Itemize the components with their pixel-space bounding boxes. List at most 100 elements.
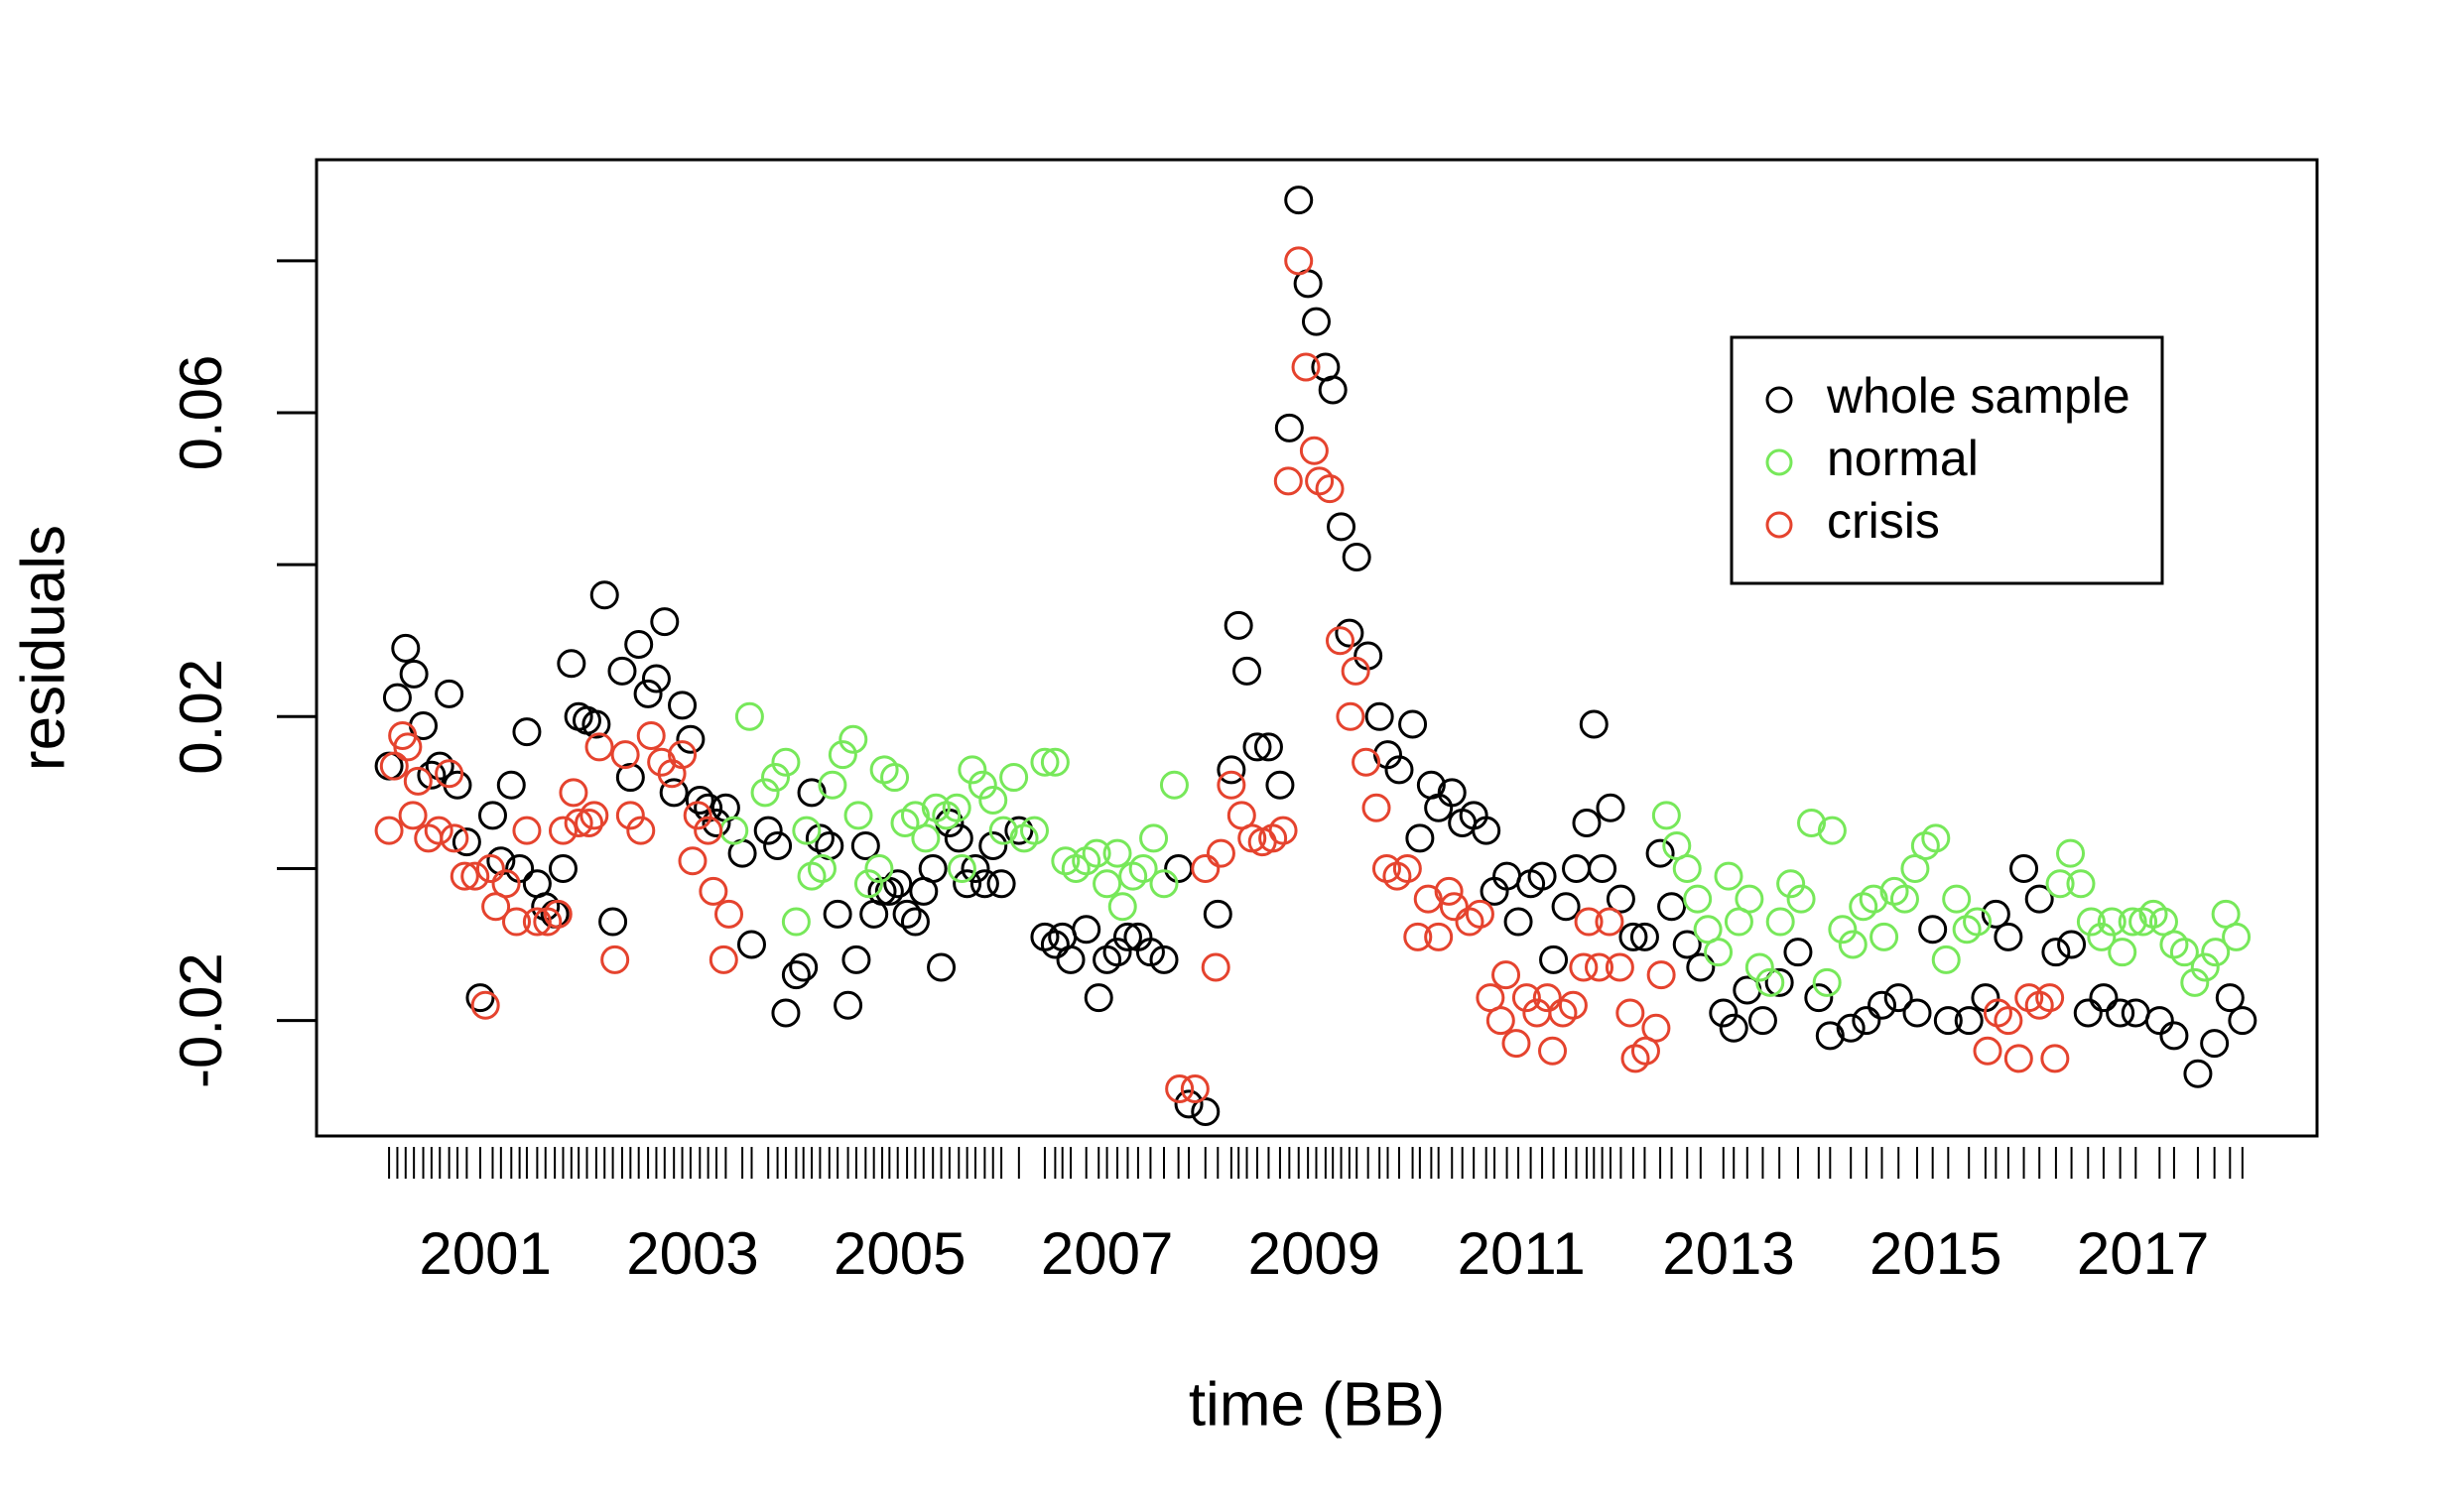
- point: [564, 809, 593, 838]
- point: [1149, 945, 1179, 974]
- point: [382, 683, 412, 712]
- point: [575, 809, 604, 838]
- point: [1424, 793, 1454, 822]
- point: [2228, 1006, 2257, 1036]
- point: [1253, 732, 1283, 762]
- point: [1501, 1029, 1531, 1059]
- point: [1413, 884, 1443, 914]
- point: [988, 816, 1018, 845]
- point: [2200, 1029, 2230, 1059]
- point: [1618, 922, 1648, 951]
- point: [947, 853, 976, 883]
- point: [1439, 892, 1469, 922]
- point: [1335, 618, 1364, 648]
- legend-marker: [1765, 448, 1793, 476]
- point: [1159, 770, 1189, 800]
- point: [1828, 915, 1858, 945]
- point: [958, 755, 987, 785]
- point: [1579, 709, 1609, 739]
- point: [2222, 922, 2252, 951]
- legend-label: crisis: [1827, 493, 1940, 549]
- point: [626, 816, 656, 845]
- x-tick-label: 2003: [626, 1220, 758, 1287]
- point: [1869, 922, 1899, 951]
- point: [1135, 938, 1165, 967]
- point: [853, 869, 883, 899]
- point: [1180, 1074, 1210, 1104]
- point: [1817, 816, 1847, 845]
- point: [1149, 869, 1179, 899]
- point: [2056, 838, 2086, 868]
- point: [2066, 869, 2096, 899]
- point: [961, 853, 990, 883]
- point: [501, 907, 531, 937]
- point: [1191, 853, 1221, 883]
- point: [391, 633, 421, 663]
- point: [1812, 967, 1842, 997]
- point: [1786, 884, 1816, 914]
- point: [1931, 945, 1961, 974]
- legend-marker: [1765, 386, 1793, 414]
- x-tick-label: 2001: [419, 1220, 551, 1287]
- point: [1203, 899, 1232, 929]
- point: [440, 823, 469, 853]
- point: [685, 786, 714, 816]
- point: [807, 853, 837, 883]
- point: [1595, 907, 1624, 937]
- point: [1364, 701, 1394, 731]
- point: [668, 691, 698, 720]
- point: [1341, 656, 1370, 686]
- point: [512, 816, 542, 845]
- point: [683, 801, 712, 830]
- point: [1472, 816, 1501, 845]
- point: [1403, 922, 1433, 951]
- point: [1615, 998, 1645, 1028]
- point: [581, 709, 611, 739]
- point: [1562, 853, 1592, 883]
- point: [1744, 952, 1774, 982]
- point: [1859, 884, 1888, 914]
- point: [460, 861, 490, 891]
- point: [867, 876, 897, 906]
- point: [1040, 930, 1070, 959]
- point: [709, 945, 738, 974]
- legend-label: normal: [1827, 431, 1979, 486]
- point: [465, 983, 495, 1013]
- point: [1719, 1013, 1748, 1043]
- point: [2009, 853, 2039, 883]
- legend-label: whole sample: [1826, 368, 2130, 424]
- point: [589, 580, 619, 610]
- point: [2118, 907, 2147, 937]
- point: [1755, 967, 1785, 997]
- point: [624, 630, 654, 660]
- point: [522, 907, 552, 937]
- point: [944, 823, 973, 853]
- point: [1299, 436, 1329, 465]
- point: [393, 732, 423, 762]
- point: [2076, 907, 2106, 937]
- point: [491, 869, 521, 899]
- point: [1981, 899, 2010, 929]
- point: [417, 760, 447, 790]
- point: [789, 952, 819, 982]
- point: [1672, 853, 1702, 883]
- point: [850, 830, 880, 860]
- point: [828, 740, 857, 770]
- point: [1852, 1006, 1881, 1036]
- x-tick-label: 2009: [1248, 1220, 1380, 1287]
- point: [1174, 1089, 1204, 1119]
- point: [1596, 793, 1625, 822]
- point: [1747, 1006, 1777, 1036]
- point: [699, 876, 728, 906]
- point: [2106, 998, 2135, 1028]
- point: [470, 990, 500, 1020]
- point: [1273, 466, 1303, 496]
- point: [1574, 907, 1604, 937]
- point: [1683, 884, 1713, 914]
- point: [668, 740, 698, 770]
- point: [1102, 838, 1132, 868]
- point: [1569, 952, 1599, 982]
- point: [763, 830, 793, 860]
- point: [999, 763, 1029, 793]
- point: [641, 664, 671, 693]
